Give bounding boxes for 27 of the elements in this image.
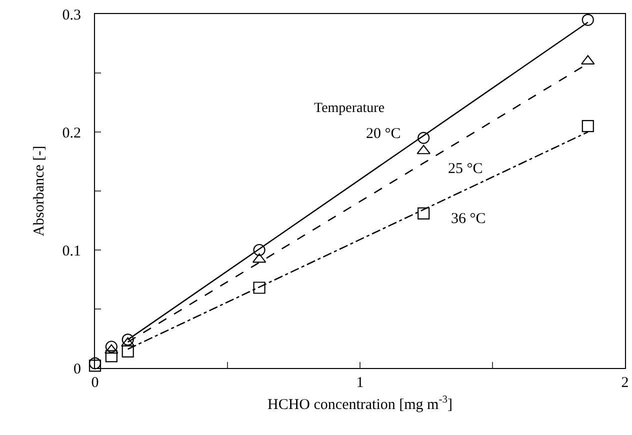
point (253, 282, 266, 294)
x-tick-label: 1 (356, 375, 364, 391)
x-tick-label: 0 (91, 375, 99, 391)
point (418, 207, 430, 220)
point (253, 244, 266, 256)
point (418, 132, 430, 144)
point (88, 360, 102, 372)
annotation: Temperature (314, 101, 385, 116)
point (582, 14, 594, 26)
point (88, 357, 102, 370)
y-tick-label: 0.1 (62, 243, 81, 260)
y-axis-title: Absorbance [-] (32, 146, 48, 236)
y-tick-label: 0.3 (62, 7, 81, 24)
point (104, 344, 118, 354)
point (122, 334, 134, 346)
point (582, 120, 594, 132)
y-tick-label: 0 (74, 361, 81, 378)
point (416, 144, 430, 154)
series-label: 20 °C (366, 126, 401, 142)
point (122, 345, 134, 358)
y-tick-label: 0.2 (62, 125, 81, 142)
point (105, 340, 118, 353)
point (105, 350, 118, 362)
series-label: 25 °C (448, 161, 483, 177)
series-label: 36 °C (451, 211, 486, 227)
x-axis-title: HCHO concentration [mg m$^{-3}$] (268, 394, 452, 413)
x-tick-label: 2 (621, 375, 629, 391)
